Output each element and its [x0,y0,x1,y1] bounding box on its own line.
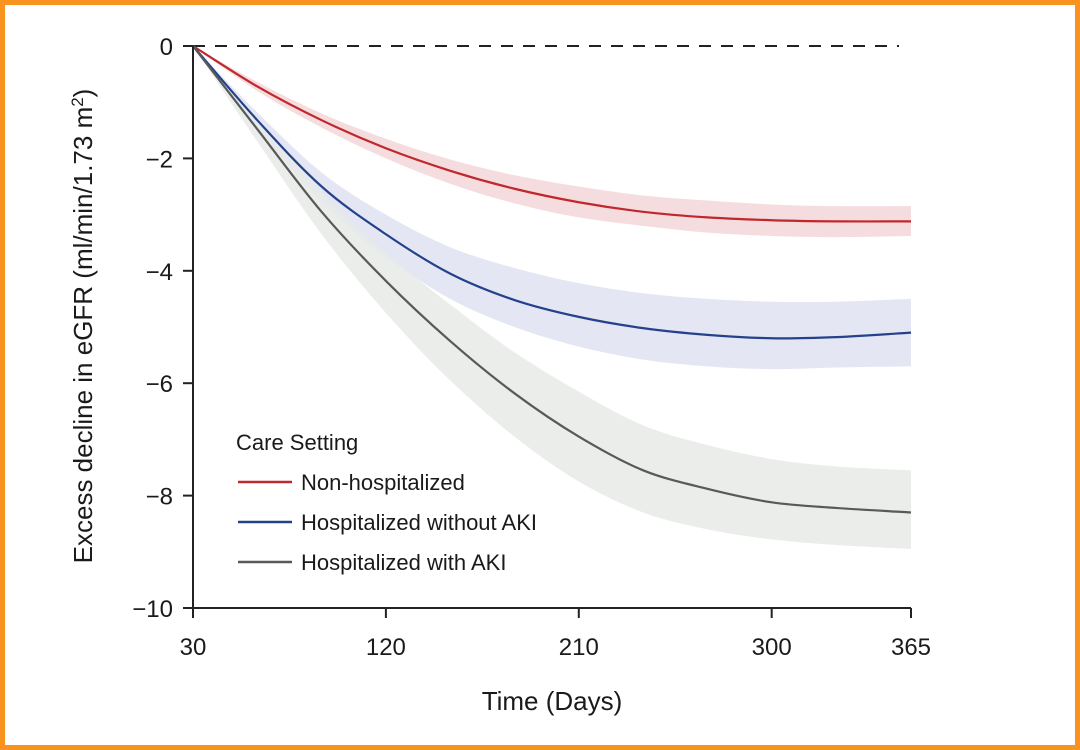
y-tick-label: −10 [132,596,173,623]
x-tick-label: 365 [891,634,931,661]
legend-label-hospitalized-without-aki: Hospitalized without AKI [301,510,537,535]
x-tick-label: 300 [752,634,792,661]
series-line-non-hospitalized [192,45,912,223]
y-axis-title-superscript: 2 [68,97,87,106]
legend-label-non-hospitalized: Non-hospitalized [301,470,465,495]
y-axis-title-main: Excess decline in eGFR (ml/min/1.73 m [68,107,98,564]
y-axis-title-close: ) [68,89,98,98]
x-ticks: 30 120 210 300 365 [180,608,931,661]
x-tick-label: 30 [180,634,207,661]
series-line-hospitalized-without-aki [192,45,912,340]
x-tick-label: 120 [366,634,406,661]
x-axis-title: Time (Days) [482,686,623,716]
legend-title: Care Setting [236,430,358,455]
y-tick-label: 0 [160,34,173,61]
y-tick-label: −6 [146,371,173,398]
y-tick-label: −4 [146,259,173,286]
y-ticks: 0 −2 −4 −6 −8 −10 [132,34,193,623]
y-tick-label: −2 [146,146,173,173]
y-tick-label: −8 [146,484,173,511]
legend: Care Setting Non-hospitalized Hospitaliz… [236,430,537,575]
series-lines [192,45,912,514]
confidence-band-non-hospitalized [193,46,911,238]
series-line-hospitalized-with-aki [192,45,912,514]
y-axis-title: Excess decline in eGFR (ml/min/1.73 m2) [68,89,99,564]
legend-label-hospitalized-with-aki: Hospitalized with AKI [301,550,506,575]
confidence-band-hospitalized-with-aki [193,46,911,549]
x-tick-label: 210 [559,634,599,661]
